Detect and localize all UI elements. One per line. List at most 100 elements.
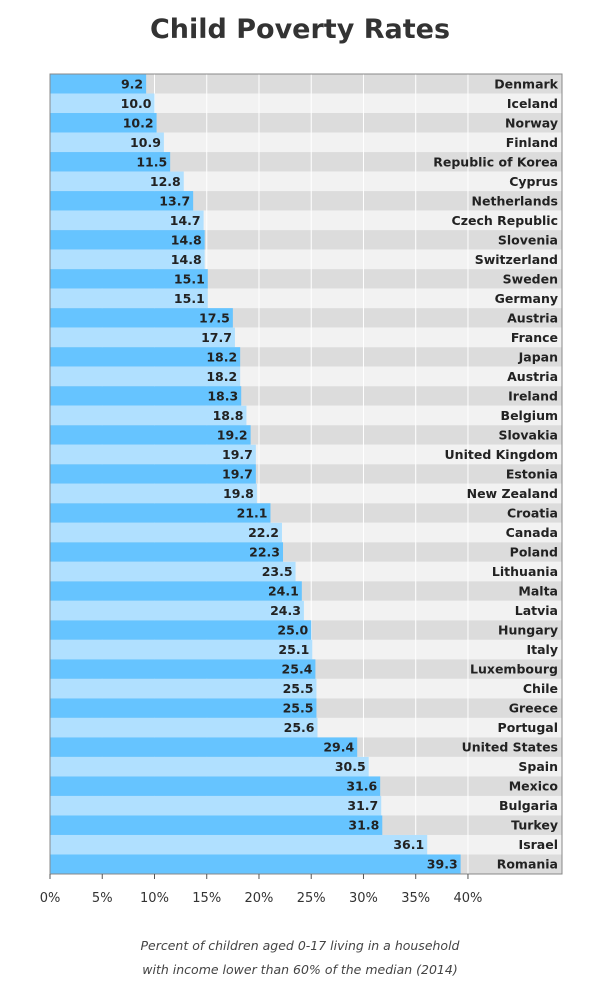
bar — [50, 639, 313, 660]
value-label: 25.0 — [277, 623, 308, 638]
value-label: 29.4 — [323, 740, 354, 755]
bar — [50, 425, 251, 445]
value-label: 18.8 — [213, 408, 244, 423]
value-label: 25.5 — [283, 701, 314, 716]
category-label: Iceland — [507, 96, 558, 111]
category-label: Croatia — [507, 506, 558, 521]
x-tick-label: 15% — [192, 891, 221, 906]
value-label: 10.9 — [130, 135, 161, 150]
value-label: 31.7 — [347, 798, 378, 813]
category-label: Canada — [506, 525, 558, 540]
x-tick-label: 25% — [297, 891, 326, 906]
value-label: 14.8 — [171, 252, 202, 267]
category-label: Germany — [495, 291, 558, 306]
category-label: Denmark — [494, 76, 558, 91]
bar — [50, 717, 318, 738]
bar — [50, 854, 461, 874]
bar — [50, 308, 233, 328]
category-label: Lithuania — [492, 564, 558, 579]
category-label: Chile — [523, 681, 558, 696]
category-label: Hungary — [498, 623, 558, 638]
category-label: Poland — [510, 545, 558, 560]
category-label: Slovakia — [499, 427, 559, 442]
value-label: 18.3 — [207, 388, 238, 403]
value-label: 10.0 — [121, 96, 152, 111]
value-label: 19.7 — [222, 467, 253, 482]
bar — [50, 249, 205, 270]
bar — [50, 620, 312, 640]
plot-frame — [49, 73, 563, 875]
row-band — [50, 132, 562, 153]
value-label: 25.5 — [283, 681, 314, 696]
category-label: Norway — [505, 115, 558, 130]
bar — [50, 815, 383, 835]
category-label: Mexico — [509, 779, 559, 794]
value-label: 19.8 — [223, 486, 254, 501]
bar — [50, 93, 155, 114]
category-label: Luxembourg — [470, 662, 558, 677]
value-label: 10.2 — [123, 115, 154, 130]
category-label: Slovenia — [498, 232, 558, 247]
bar — [50, 113, 157, 133]
bar — [50, 483, 257, 504]
value-label: 31.6 — [346, 779, 377, 794]
value-label: 11.5 — [136, 154, 167, 169]
row-band — [50, 152, 562, 172]
value-label: 15.1 — [174, 291, 205, 306]
value-label: 14.7 — [170, 213, 201, 228]
category-label: Republic of Korea — [433, 154, 558, 169]
bar — [50, 171, 184, 192]
bar — [50, 522, 282, 543]
value-label: 19.2 — [217, 427, 248, 442]
category-label: Cyprus — [509, 174, 558, 189]
category-label: Israel — [519, 837, 558, 852]
bar — [50, 347, 241, 367]
category-label: Ireland — [508, 388, 558, 403]
category-label: Belgium — [501, 408, 558, 423]
value-label: 25.1 — [278, 642, 309, 657]
category-label: Sweden — [503, 271, 558, 286]
value-label: 39.3 — [427, 857, 458, 872]
bar — [50, 269, 208, 289]
bar — [50, 561, 296, 582]
row-band — [50, 93, 562, 114]
category-label: Malta — [518, 584, 558, 599]
category-label: Turkey — [511, 818, 558, 833]
bar — [50, 152, 171, 172]
value-label: 21.1 — [237, 506, 268, 521]
bar — [50, 776, 381, 796]
category-label: New Zealand — [467, 486, 558, 501]
value-label: 24.1 — [268, 584, 299, 599]
value-label: 18.2 — [206, 349, 237, 364]
bar — [50, 74, 147, 94]
category-label: Romania — [497, 857, 558, 872]
category-label: Spain — [518, 759, 558, 774]
value-label: 17.5 — [199, 310, 230, 325]
bar — [50, 659, 316, 679]
value-label: 24.3 — [270, 603, 301, 618]
bar — [50, 581, 302, 601]
category-label: Netherlands — [472, 193, 558, 208]
x-tick-label: 5% — [92, 891, 113, 906]
bar — [50, 795, 382, 816]
bar — [50, 288, 208, 309]
bar — [50, 464, 256, 484]
bar — [50, 600, 304, 621]
x-tick-label: 20% — [245, 891, 274, 906]
value-label: 36.1 — [393, 837, 424, 852]
x-tick-label: 40% — [454, 891, 483, 906]
category-label: Estonia — [506, 467, 558, 482]
bar — [50, 678, 317, 699]
value-label: 18.2 — [206, 369, 237, 384]
x-tick-label: 10% — [140, 891, 169, 906]
row-band — [50, 113, 562, 133]
category-label: United States — [462, 740, 558, 755]
footnote-line-2: with income lower than 60% of the median… — [142, 962, 458, 977]
value-label: 15.1 — [174, 271, 205, 286]
category-label: United Kingdom — [445, 447, 558, 462]
value-label: 9.2 — [121, 76, 143, 91]
value-label: 25.6 — [284, 720, 315, 735]
x-tick-label: 35% — [401, 891, 430, 906]
category-label: Greece — [509, 701, 558, 716]
